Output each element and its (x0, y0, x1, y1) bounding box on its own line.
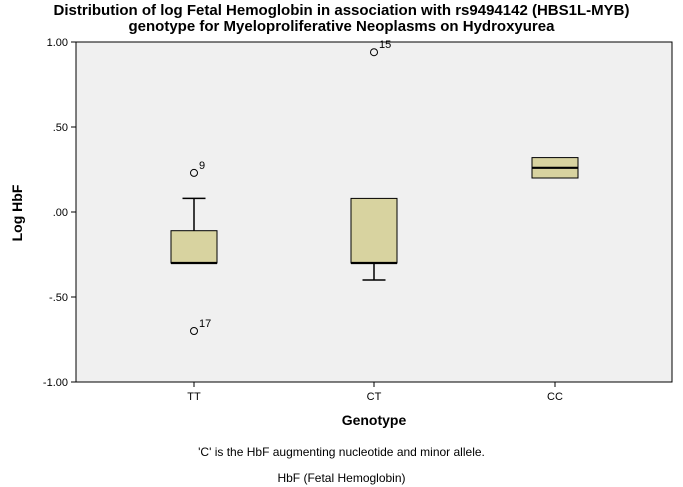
box-ct: 15 (350, 39, 398, 281)
y-tick-label: 1.00 (47, 37, 68, 49)
y-tick-label: .50 (53, 122, 68, 134)
outlier-label: 9 (199, 160, 205, 172)
x-tick-label: CC (547, 391, 563, 403)
outlier-point (190, 327, 198, 335)
outlier-label: 15 (379, 39, 391, 51)
y-axis: 1.00 .50 .00 -.50 -1.00 (43, 37, 76, 389)
y-axis-label: Log HbF (9, 184, 25, 241)
x-tick-label: TT (187, 391, 201, 403)
chart-subtitle: genotype for Myeloproliferative Neoplasm… (128, 18, 555, 35)
box-tt: 9 17 (170, 160, 218, 335)
box-iqr (350, 197, 398, 264)
x-axis: TT CT CC (187, 382, 563, 403)
footnote-hbf: HbF (Fetal Hemoglobin) (277, 471, 406, 485)
footnote-allele: 'C' is the HbF augmenting nucleotide and… (198, 445, 485, 459)
outlier-point (190, 168, 198, 177)
box-iqr (170, 230, 218, 264)
chart-title: Distribution of log Fetal Hemoglobin in … (53, 2, 630, 19)
y-tick-label: -1.00 (43, 377, 68, 389)
box-cc (531, 157, 579, 179)
outlier-point (370, 48, 378, 57)
y-tick-label: -.50 (49, 292, 68, 304)
x-axis-label: Genotype (342, 412, 407, 428)
outlier-label: 17 (199, 318, 211, 330)
x-tick-label: CT (367, 391, 382, 403)
boxes-layer: 9 17 15 (170, 39, 579, 335)
y-tick-label: .00 (53, 207, 68, 219)
